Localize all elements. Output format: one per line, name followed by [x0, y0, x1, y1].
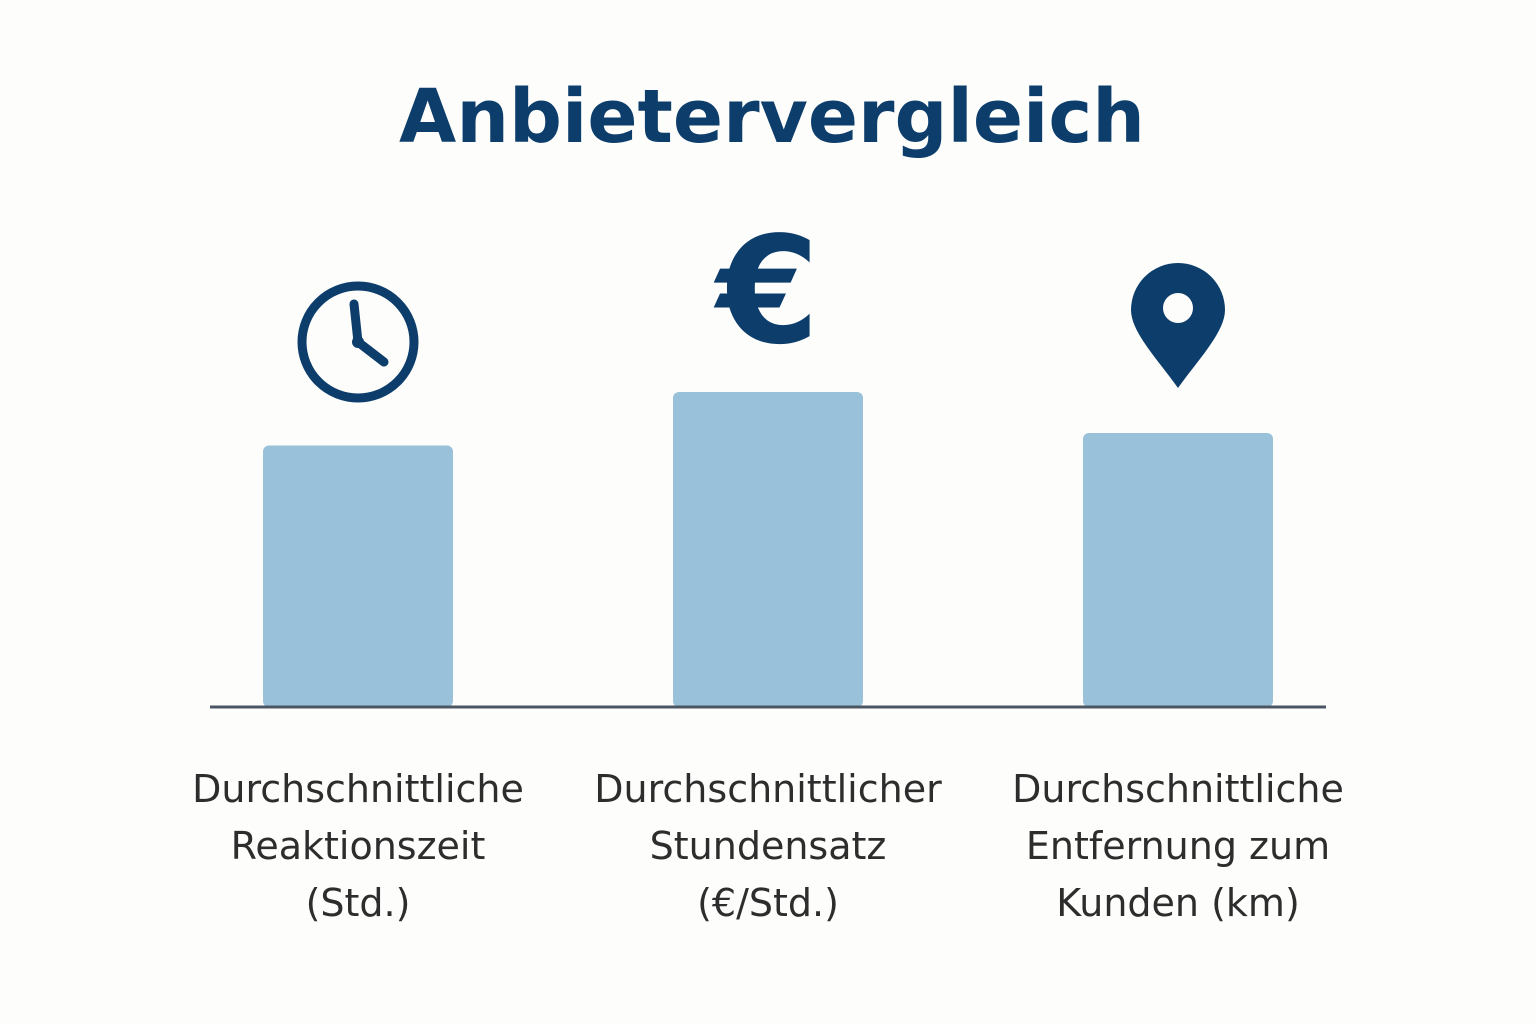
category-label-line: (€/Std.): [697, 881, 839, 925]
bars-group: [263, 392, 1273, 707]
category-label-line: Durchschnittliche: [192, 767, 524, 811]
bar-1: [263, 445, 453, 707]
category-label-3: Durchschnittliche Entfernung zum Kunden (k…: [1012, 767, 1344, 925]
euro-icon: €: [714, 205, 820, 377]
category-label-line: Kunden (km): [1056, 881, 1300, 925]
category-labels-group: Durchschnittliche Reaktionszeit (Std.)Durc…: [192, 767, 1344, 925]
category-label-line: Stundensatz: [650, 824, 887, 868]
category-label-line: Entfernung zum: [1026, 824, 1330, 868]
bar-2: [673, 392, 863, 707]
category-label-line: Durchschnittlicher: [594, 767, 942, 811]
category-label-line: Reaktionszeit: [231, 824, 486, 868]
location-pin-icon: [1131, 263, 1225, 388]
chart-title: Anbietervergleich: [399, 74, 1145, 160]
icons-group: €: [297, 205, 1225, 403]
category-label-line: Durchschnittliche: [1012, 767, 1344, 811]
bar-3: [1083, 432, 1273, 707]
svg-text:€: €: [714, 205, 820, 377]
category-label-2: Durchschnittlicher Stundensatz (€/Std.): [594, 767, 942, 925]
clock-icon: [297, 281, 419, 403]
category-label-line: (Std.): [306, 881, 411, 925]
category-label-1: Durchschnittliche Reaktionszeit (Std.): [192, 767, 524, 925]
